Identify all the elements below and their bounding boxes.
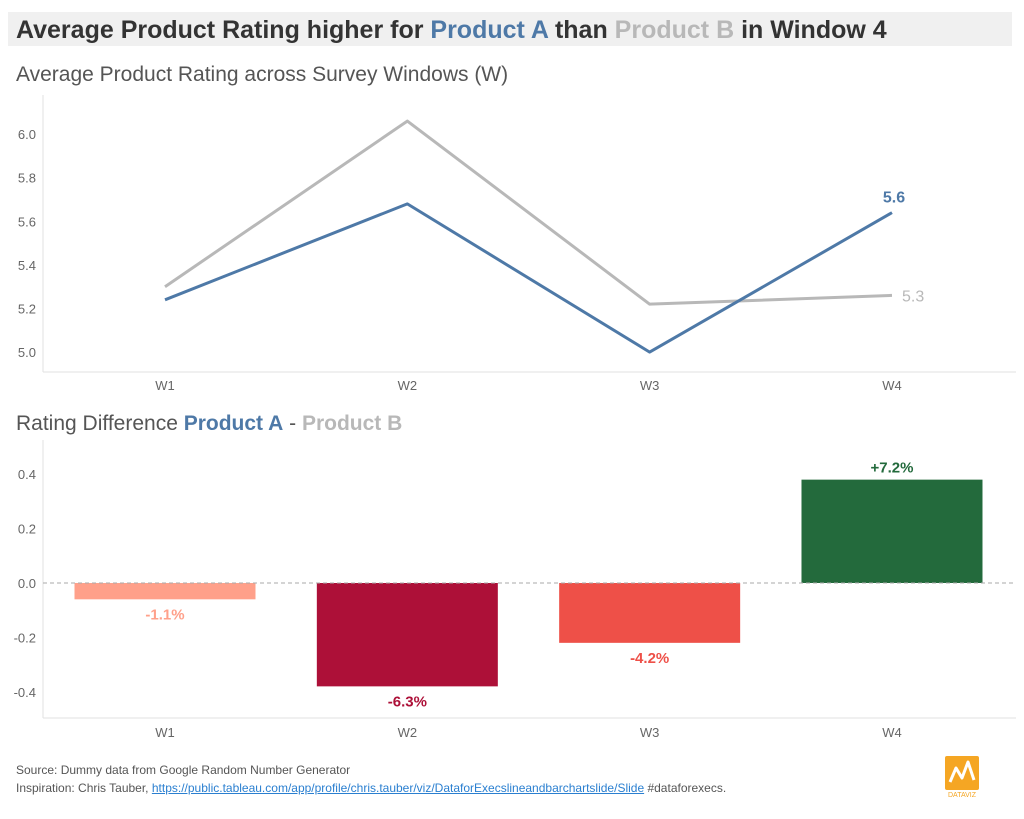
source-note: Source: Dummy data from Google Random Nu… <box>16 763 351 777</box>
bar-x-tick-label: W4 <box>882 725 902 740</box>
bar-title-product-b: Product B <box>301 412 403 435</box>
series-line-product-a <box>164 202 893 354</box>
inspiration-link[interactable]: https://public.tableau.com/app/profile/c… <box>151 781 645 795</box>
bar-x-tick-label: W3 <box>640 725 660 740</box>
line-x-tick-label: W2 <box>398 378 418 393</box>
logo-text: DATAVIZ <box>948 792 976 799</box>
line-chart: 6.0 5.8 5.6 5.4 5.2 5.0 W1 W2 W3 W4 5.6 5.3 <box>18 95 1016 393</box>
line-y-tick-label: 6.0 <box>18 127 36 142</box>
line-y-tick-label: 5.6 <box>18 214 36 229</box>
bar-y-tick-label: 0.0 <box>18 576 36 591</box>
line-x-tick-label: W1 <box>155 378 175 393</box>
bar-chart: 0.4 0.2 0.0 -0.2 -0.4 W1 W2 W3 W4 -1.1% -6.3% -4.2%… <box>14 440 1016 740</box>
bar-w2 <box>316 583 498 687</box>
line-x-tick-label: W4 <box>882 378 902 393</box>
bar-x-tick-label: W2 <box>398 725 418 740</box>
bar-title-product-a: Product A <box>183 412 284 435</box>
bar-w4 <box>801 479 983 583</box>
line-y-tick-label: 5.0 <box>18 345 36 360</box>
bar-y-tick-label: -0.2 <box>14 630 36 645</box>
title-part1: Average Product Rating higher for <box>16 16 431 44</box>
series-line-product-b <box>164 119 893 306</box>
inspiration-prefix: Inspiration: Chris Tauber, <box>16 781 152 795</box>
bar-chart-title: Rating Difference Product A - Product B <box>16 412 402 436</box>
page-title: Average Product Rating higher for Produc… <box>16 16 887 45</box>
line-chart-title: Average Product Rating across Survey Win… <box>16 63 509 86</box>
inspiration-note: Inspiration: Chris Tauber, https://publi… <box>16 781 726 795</box>
logo-icon <box>948 760 976 783</box>
bar-y-tick-label: 0.4 <box>18 467 36 482</box>
inspiration-suffix: #dataforexecs. <box>644 781 727 795</box>
line-x-tick-label: W3 <box>640 378 660 393</box>
title-part3: in Window 4 <box>734 16 887 44</box>
bar-w3 <box>559 583 741 643</box>
bar-label-w4: +7.2% <box>871 460 914 477</box>
line-y-tick-label: 5.8 <box>18 171 36 186</box>
line-y-tick-label: 5.2 <box>18 302 36 317</box>
title-product-b: Product B <box>614 16 735 44</box>
end-label-product-a: 5.6 <box>883 190 905 207</box>
bar-title-separator: - <box>283 412 302 435</box>
bar-y-tick-label: 0.2 <box>18 522 36 537</box>
bar-title-prefix: Rating Difference <box>16 412 184 435</box>
title-product-a: Product A <box>430 16 548 44</box>
title-banner: Average Product Rating higher for Produc… <box>8 12 1012 46</box>
bar-x-tick-label: W1 <box>155 725 175 740</box>
dataviz-logo <box>945 756 979 790</box>
line-y-tick-label: 5.4 <box>18 258 36 273</box>
bar-label-w1: -1.1% <box>145 606 184 623</box>
bar-label-w3: -4.2% <box>630 650 669 667</box>
bar-label-w2: -6.3% <box>388 693 427 710</box>
bar-y-tick-label: -0.4 <box>14 685 36 700</box>
bar-w1 <box>74 583 256 600</box>
title-part2: than <box>548 16 615 44</box>
end-label-product-b: 5.3 <box>902 288 924 305</box>
